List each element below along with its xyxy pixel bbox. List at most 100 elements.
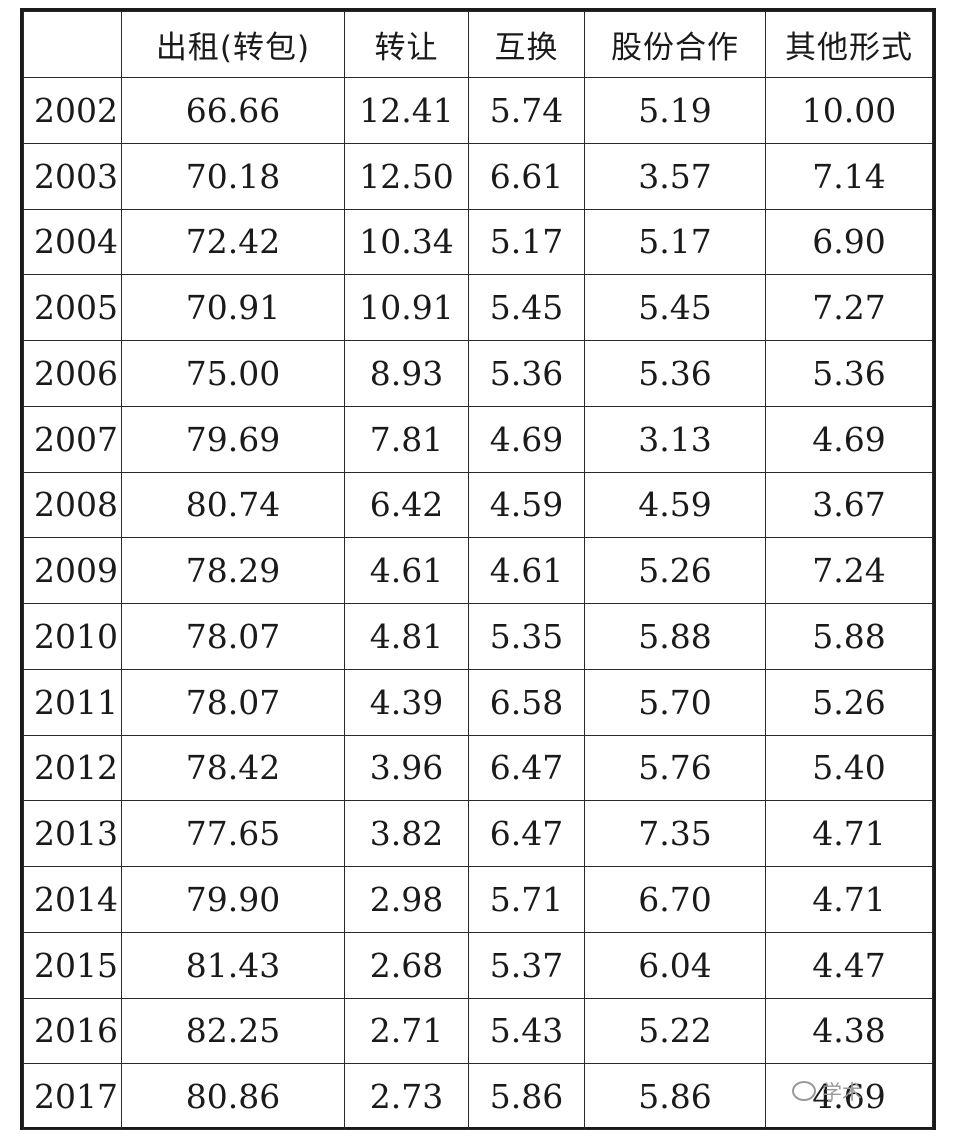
header-other-forms: 其他形式 [765,11,933,78]
table-body: 2002 66.66 12.41 5.74 5.19 10.00 2003 70.18 12.5… [23,77,933,1130]
cell-transfer: 2.68 [344,931,469,999]
table-row: 2008 80.74 6.42 4.59 4.59 3.67 [23,471,933,539]
wechat-icon [792,1080,816,1101]
cell-other-forms: 4.71 [765,866,933,933]
cell-exchange: 4.59 [468,471,585,539]
cell-transfer: 2.98 [344,866,469,933]
cell-rent-subcontract: 78.42 [121,734,345,802]
cell-transfer: 7.81 [344,405,469,473]
table-row: 2013 77.65 3.82 6.47 7.35 4.71 [23,800,933,867]
data-table: 出租(转包) 转让 互换 股份合作 其他形式 2002 66.66 12.41 5.7… [23,11,933,1130]
cell-joint-stock: 5.17 [584,208,766,276]
cell-exchange: 5.37 [468,931,585,999]
cell-transfer: 8.93 [344,340,469,407]
cell-other-forms: 10.00 [765,77,933,144]
cell-other-forms: 4.69 [765,405,933,473]
cell-exchange: 5.71 [468,866,585,933]
table-header: 出租(转包) 转让 互换 股份合作 其他形式 [23,11,933,78]
cell-joint-stock: 5.36 [584,340,766,407]
cell-joint-stock: 5.19 [584,77,766,144]
cell-rent-subcontract: 79.90 [121,866,345,933]
cell-exchange: 5.74 [468,77,585,144]
cell-joint-stock: 5.70 [584,668,766,736]
cell-other-forms: 6.90 [765,208,933,276]
cell-other-forms: 4.47 [765,931,933,999]
cell-year: 2009 [23,537,122,604]
table-row: 2010 78.07 4.81 5.35 5.88 5.88 [23,603,933,670]
cell-joint-stock: 5.86 [584,1063,766,1130]
cell-joint-stock: 4.59 [584,471,766,539]
cell-year: 2004 [23,208,122,276]
table-row: 2004 72.42 10.34 5.17 5.17 6.90 [23,208,933,276]
cell-exchange: 5.35 [468,603,585,670]
cell-joint-stock: 6.70 [584,866,766,933]
header-exchange: 互换 [468,11,585,78]
cell-other-forms: 7.14 [765,142,933,210]
table-row: 2017 80.86 2.73 5.86 5.86 4.69 [23,1063,933,1130]
cell-transfer: 2.71 [344,997,469,1065]
table-row: 2002 66.66 12.41 5.74 5.19 10.00 [23,77,933,144]
cell-transfer: 3.96 [344,734,469,802]
cell-other-forms: 4.69 [765,1063,933,1130]
table-row: 2003 70.18 12.50 6.61 3.57 7.14 [23,142,933,210]
cell-rent-subcontract: 78.07 [121,603,345,670]
cell-transfer: 10.34 [344,208,469,276]
cell-transfer: 4.81 [344,603,469,670]
cell-joint-stock: 3.13 [584,405,766,473]
cell-exchange: 6.47 [468,800,585,867]
watermark-text: 学术 [822,1080,862,1104]
cell-transfer: 4.39 [344,668,469,736]
cell-other-forms: 7.27 [765,274,933,341]
cell-joint-stock: 6.04 [584,931,766,999]
cell-transfer: 2.73 [344,1063,469,1130]
cell-rent-subcontract: 66.66 [121,77,345,144]
cell-exchange: 4.61 [468,537,585,604]
cell-joint-stock: 5.88 [584,603,766,670]
cell-exchange: 5.36 [468,340,585,407]
watermark: 学术 [792,1076,862,1105]
cell-transfer: 10.91 [344,274,469,341]
header-year [23,11,122,78]
cell-rent-subcontract: 82.25 [121,997,345,1065]
cell-year: 2006 [23,340,122,407]
cell-year: 2016 [23,997,122,1065]
cell-rent-subcontract: 79.69 [121,405,345,473]
cell-year: 2011 [23,668,122,736]
table-row: 2015 81.43 2.68 5.37 6.04 4.47 [23,931,933,999]
cell-year: 2014 [23,866,122,933]
table-row: 2016 82.25 2.71 5.43 5.22 4.38 [23,997,933,1065]
cell-transfer: 4.61 [344,537,469,604]
cell-year: 2015 [23,931,122,999]
cell-transfer: 3.82 [344,800,469,867]
cell-year: 2010 [23,603,122,670]
cell-other-forms: 7.24 [765,537,933,604]
cell-rent-subcontract: 75.00 [121,340,345,407]
cell-rent-subcontract: 78.07 [121,668,345,736]
cell-other-forms: 5.36 [765,340,933,407]
cell-other-forms: 4.71 [765,800,933,867]
cell-exchange: 5.45 [468,274,585,341]
cell-year: 2008 [23,471,122,539]
cell-other-forms: 3.67 [765,471,933,539]
cell-exchange: 5.86 [468,1063,585,1130]
cell-other-forms: 5.88 [765,603,933,670]
table-row: 2014 79.90 2.98 5.71 6.70 4.71 [23,866,933,933]
cell-transfer: 6.42 [344,471,469,539]
cell-joint-stock: 5.26 [584,537,766,604]
table-row: 2005 70.91 10.91 5.45 5.45 7.27 [23,274,933,341]
cell-joint-stock: 5.22 [584,997,766,1065]
cell-rent-subcontract: 70.18 [121,142,345,210]
header-row: 出租(转包) 转让 互换 股份合作 其他形式 [23,11,933,78]
cell-exchange: 6.61 [468,142,585,210]
cell-year: 2003 [23,142,122,210]
cell-exchange: 5.17 [468,208,585,276]
cell-joint-stock: 3.57 [584,142,766,210]
cell-year: 2005 [23,274,122,341]
cell-rent-subcontract: 77.65 [121,800,345,867]
table-row: 2012 78.42 3.96 6.47 5.76 5.40 [23,734,933,802]
cell-exchange: 4.69 [468,405,585,473]
header-rent-subcontract: 出租(转包) [121,11,345,78]
table-row: 2009 78.29 4.61 4.61 5.26 7.24 [23,537,933,604]
cell-year: 2012 [23,734,122,802]
table-row: 2007 79.69 7.81 4.69 3.13 4.69 [23,405,933,473]
